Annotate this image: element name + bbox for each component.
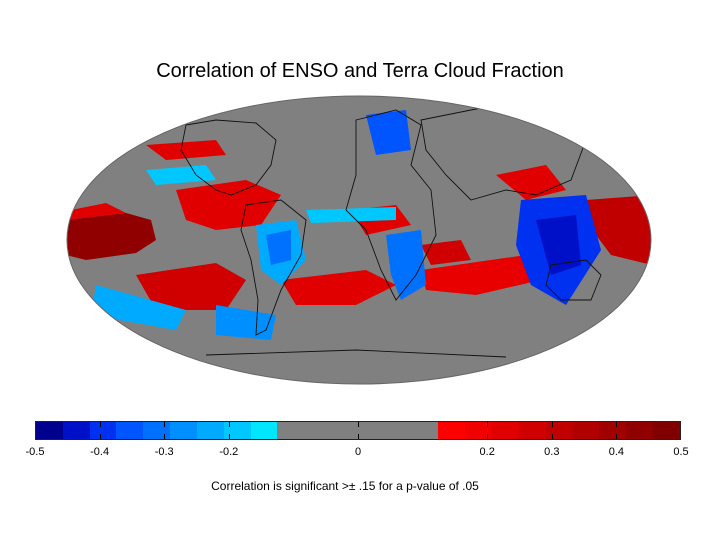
colorbar-swatch	[465, 422, 493, 439]
colorbar-tick-label: -0.3	[154, 446, 174, 458]
colorbar-tick-mark	[228, 422, 230, 427]
colorbar-tick-mark	[99, 434, 101, 439]
coast-australia	[545, 259, 602, 301]
colorbar-tick-label: -0.5	[25, 446, 45, 458]
colorbar-swatch	[438, 422, 466, 439]
colorbar-tick-label: 0.3	[544, 446, 560, 458]
blue-region-south-america-south	[216, 305, 276, 340]
colorbar-swatch	[223, 422, 251, 439]
colorbar-swatch	[304, 422, 332, 439]
coast-south-america	[240, 199, 307, 336]
red-region-asia	[496, 165, 566, 200]
red-region-north-america	[146, 140, 226, 160]
colorbar-swatch	[492, 422, 519, 439]
colorbar-swatch	[626, 422, 654, 439]
colorbar-swatch	[545, 422, 573, 439]
red-region-south-atlantic	[281, 270, 396, 305]
coast-antarctica	[205, 349, 507, 358]
colorbar-swatch	[357, 422, 385, 439]
colorbar-swatch	[250, 422, 278, 439]
map-outline	[66, 95, 652, 385]
colorbar-tick-label: 0.4	[608, 446, 625, 458]
colorbar-swatch	[196, 422, 224, 439]
colorbar-tick-mark	[164, 434, 166, 439]
colorbar-tick-mark	[358, 422, 359, 427]
colorbar-swatch	[116, 422, 144, 439]
red-region-south-pacific	[136, 263, 246, 310]
colorbar-tick-label: 0	[354, 446, 362, 458]
coast-europe-africa	[345, 109, 437, 301]
blue-region-maritime-core	[536, 215, 581, 275]
coast-north-america	[180, 119, 277, 196]
red-region-central-pacific	[67, 213, 156, 260]
colorbar-tick-label: 0.2	[479, 446, 495, 458]
colorbar-swatch	[384, 422, 412, 439]
colorbar-tick-label: -0.2	[219, 446, 239, 458]
red-region-west-pacific	[586, 195, 651, 265]
red-region-indian	[421, 255, 541, 295]
blue-region-north-pacific	[146, 165, 216, 185]
blue-regions	[91, 110, 601, 340]
significance-note: Correlation is significant >± .15 for a …	[211, 479, 479, 493]
colorbar-swatch	[331, 422, 358, 439]
colorbar	[35, 421, 681, 440]
colorbar-tick-mark	[228, 434, 230, 439]
colorbar-tick-mark	[358, 434, 359, 439]
red-region-tropical-atlantic	[176, 180, 281, 230]
colorbar-tick-mark	[487, 422, 489, 427]
world-map-mollweide	[66, 95, 652, 385]
red-region-east-pacific	[67, 203, 126, 220]
colorbar-swatch	[89, 422, 117, 439]
blue-region-amazon-core	[266, 230, 291, 265]
colorbar-swatch	[411, 422, 439, 439]
colorbar-swatch	[143, 422, 171, 439]
colorbar-swatch	[572, 422, 600, 439]
colorbar-swatch	[277, 422, 305, 439]
colorbar-tick-mark	[616, 434, 618, 439]
colorbar-tick-label: -0.4	[90, 446, 110, 458]
colorbar-swatch	[170, 422, 197, 439]
colorbar-swatch	[62, 422, 90, 439]
colorbar-tick-mark	[551, 434, 553, 439]
colorbar-swatch	[36, 422, 63, 439]
colorbar-swatch	[653, 422, 680, 439]
blue-region-africa	[386, 230, 426, 300]
colorbar-tick-label: 0.5	[673, 446, 689, 458]
colorbar-tick-mark	[616, 422, 618, 427]
colorbar-tick-mark	[164, 422, 166, 427]
red-region-arabia	[421, 240, 471, 265]
chart-title: Correlation of ENSO and Terra Cloud Frac…	[156, 60, 564, 82]
colorbar-swatch	[599, 422, 627, 439]
colorbar-tick-mark	[99, 422, 101, 427]
blue-region-europe	[366, 110, 411, 155]
colorbar-tick-mark	[487, 434, 489, 439]
colorbar-swatch	[518, 422, 546, 439]
colorbar-tick-mark	[551, 422, 553, 427]
